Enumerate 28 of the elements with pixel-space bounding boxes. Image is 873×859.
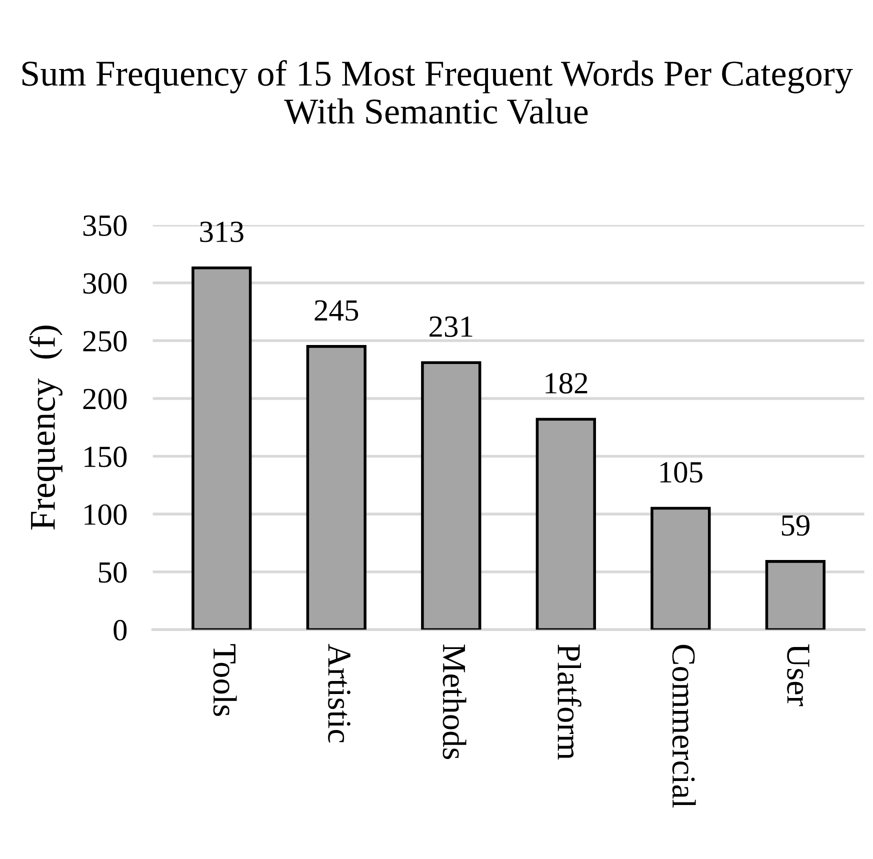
bar (765, 560, 826, 630)
chart-title: Sum Frequency of 15 Most Frequent Words Per Category With Semantic Value (22, 60, 853, 124)
y-tick-label: 100 (84, 504, 127, 525)
x-tick-label: User (787, 644, 810, 706)
data-label: 245 (314, 300, 358, 321)
x-tick-label: Artistic (328, 644, 350, 742)
y-tick-label: 50 (98, 562, 127, 583)
data-label: 59 (782, 515, 810, 536)
data-label: 231 (430, 316, 472, 337)
y-tick-label: 300 (83, 273, 127, 294)
y-tick-label: 200 (83, 388, 127, 410)
x-tick-label: Platform (558, 644, 582, 760)
bar (192, 266, 252, 630)
y-tick-label: 350 (83, 215, 127, 236)
data-label: 105 (660, 462, 702, 483)
y-axis-title: Frequency (f) (29, 326, 62, 530)
bar (306, 345, 366, 630)
bar (536, 418, 596, 630)
data-label: 313 (200, 222, 244, 242)
x-tick-label: Commercial (672, 644, 696, 808)
y-tick-label: 0 (114, 620, 127, 641)
data-label: 182 (546, 372, 588, 394)
y-tick-label: 250 (83, 330, 127, 352)
y-tick-label: 150 (84, 446, 127, 468)
bar (421, 361, 482, 630)
x-tick-label: Tools (213, 644, 237, 716)
x-tick-label: Methods (442, 644, 466, 759)
bar (650, 506, 711, 630)
